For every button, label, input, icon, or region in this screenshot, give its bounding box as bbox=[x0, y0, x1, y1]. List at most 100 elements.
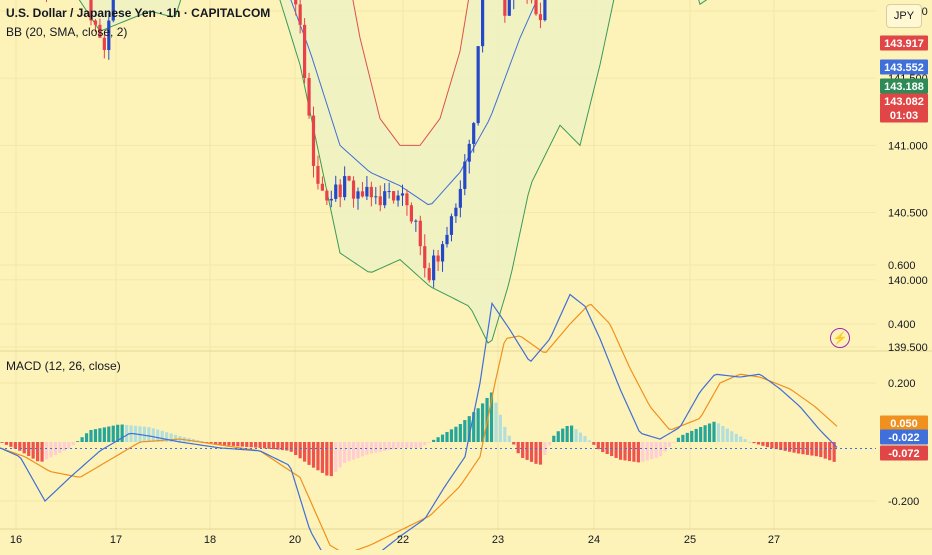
macd-histogram-bar[interactable] bbox=[445, 432, 448, 442]
macd-histogram-bar[interactable] bbox=[494, 403, 497, 442]
macd-histogram-bar[interactable] bbox=[143, 427, 146, 442]
symbol-title[interactable]: U.S. Dollar / Japanese Yen · 1h · CAPITA… bbox=[6, 6, 270, 20]
macd-histogram-bar[interactable] bbox=[828, 442, 831, 460]
macd-histogram-bar[interactable] bbox=[9, 442, 12, 447]
macd-histogram-bar[interactable] bbox=[352, 442, 355, 460]
macd-histogram-bar[interactable] bbox=[232, 442, 235, 446]
macd-histogram-bar[interactable] bbox=[641, 442, 644, 462]
candle-body[interactable] bbox=[508, 0, 511, 16]
macd-histogram-bar[interactable] bbox=[677, 438, 680, 442]
candle-body[interactable] bbox=[356, 191, 359, 198]
candle-body[interactable] bbox=[388, 191, 391, 192]
macd-histogram-bar[interactable] bbox=[441, 435, 444, 442]
macd-histogram-bar[interactable] bbox=[477, 408, 480, 442]
candle-body[interactable] bbox=[392, 191, 395, 200]
macd-histogram-bar[interactable] bbox=[672, 442, 675, 443]
macd-histogram-bar[interactable] bbox=[650, 442, 653, 459]
macd-histogram-bar[interactable] bbox=[499, 415, 502, 442]
macd-histogram-bar[interactable] bbox=[223, 442, 226, 445]
candle-body[interactable] bbox=[396, 196, 399, 201]
macd-histogram-bar[interactable] bbox=[121, 425, 124, 442]
macd-histogram-bar[interactable] bbox=[339, 442, 342, 467]
candle-body[interactable] bbox=[383, 191, 386, 205]
macd-histogram-bar[interactable] bbox=[668, 442, 671, 447]
macd-histogram-bar[interactable] bbox=[686, 433, 689, 442]
macd-histogram-bar[interactable] bbox=[58, 442, 61, 453]
macd-histogram-bar[interactable] bbox=[356, 442, 359, 458]
macd-histogram-bar[interactable] bbox=[89, 430, 92, 442]
macd-histogram-bar[interactable] bbox=[583, 436, 586, 442]
macd-histogram-bar[interactable] bbox=[227, 442, 230, 446]
macd-histogram-bar[interactable] bbox=[659, 442, 662, 456]
macd-histogram-bar[interactable] bbox=[379, 442, 382, 452]
candle-body[interactable] bbox=[307, 78, 310, 116]
candle-body[interactable] bbox=[103, 38, 106, 50]
macd-histogram-bar[interactable] bbox=[512, 442, 515, 444]
macd-histogram-bar[interactable] bbox=[708, 423, 711, 442]
macd-histogram-bar[interactable] bbox=[290, 442, 293, 452]
candle-body[interactable] bbox=[330, 199, 333, 201]
macd-histogram-bar[interactable] bbox=[67, 442, 70, 449]
macd-histogram-bar[interactable] bbox=[343, 442, 346, 463]
macd-histogram-bar[interactable] bbox=[508, 436, 511, 442]
candle-body[interactable] bbox=[401, 193, 404, 195]
macd-histogram-bar[interactable] bbox=[739, 437, 742, 442]
macd-histogram-bar[interactable] bbox=[695, 429, 698, 442]
macd-histogram-bar[interactable] bbox=[579, 433, 582, 442]
candle-body[interactable] bbox=[432, 256, 435, 281]
macd-histogram-bar[interactable] bbox=[241, 442, 244, 447]
macd-histogram-bar[interactable] bbox=[454, 427, 457, 442]
macd-histogram-bar[interactable] bbox=[548, 442, 551, 445]
macd-histogram-bar[interactable] bbox=[748, 442, 751, 443]
bb-indicator-label[interactable]: BB (20, SMA, close, 2) bbox=[6, 25, 127, 39]
macd-histogram-bar[interactable] bbox=[655, 442, 658, 458]
macd-histogram-bar[interactable] bbox=[419, 442, 422, 448]
macd-histogram-bar[interactable] bbox=[423, 442, 426, 445]
macd-histogram-bar[interactable] bbox=[107, 427, 110, 442]
macd-histogram-bar[interactable] bbox=[5, 442, 8, 445]
macd-histogram-bar[interactable] bbox=[526, 442, 529, 460]
macd-histogram-bar[interactable] bbox=[259, 442, 262, 448]
candle-body[interactable] bbox=[361, 191, 364, 196]
macd-histogram-bar[interactable] bbox=[383, 442, 386, 451]
candle-body[interactable] bbox=[312, 116, 315, 166]
candle-body[interactable] bbox=[325, 191, 328, 201]
macd-histogram-bar[interactable] bbox=[76, 441, 79, 442]
candle-body[interactable] bbox=[414, 221, 417, 222]
macd-histogram-bar[interactable] bbox=[254, 442, 257, 448]
macd-histogram-bar[interactable] bbox=[597, 442, 600, 449]
macd-histogram-bar[interactable] bbox=[530, 442, 533, 462]
bb-upper-line[interactable] bbox=[0, 0, 836, 145]
candle-body[interactable] bbox=[321, 184, 324, 191]
macd-histogram-bar[interactable] bbox=[766, 442, 769, 447]
macd-histogram-bar[interactable] bbox=[94, 429, 97, 442]
macd-histogram-bar[interactable] bbox=[0, 442, 3, 443]
macd-histogram-bar[interactable] bbox=[646, 442, 649, 461]
candle-body[interactable] bbox=[481, 0, 484, 46]
macd-histogram-bar[interactable] bbox=[717, 423, 720, 442]
macd-histogram-bar[interactable] bbox=[570, 426, 573, 442]
macd-histogram-bar[interactable] bbox=[521, 442, 524, 458]
macd-histogram-bar[interactable] bbox=[793, 442, 796, 453]
macd-histogram-bar[interactable] bbox=[610, 442, 613, 456]
macd-histogram-bar[interactable] bbox=[63, 442, 66, 451]
macd-histogram-bar[interactable] bbox=[23, 442, 26, 453]
macd-histogram-bar[interactable] bbox=[14, 442, 17, 449]
macd-line[interactable] bbox=[0, 295, 837, 551]
candle-body[interactable] bbox=[405, 193, 408, 205]
macd-histogram-bar[interactable] bbox=[361, 442, 364, 456]
macd-histogram-bar[interactable] bbox=[250, 442, 253, 447]
macd-histogram-bar[interactable] bbox=[299, 442, 302, 458]
candle-body[interactable] bbox=[352, 181, 355, 199]
macd-histogram-bar[interactable] bbox=[325, 442, 328, 476]
candle-body[interactable] bbox=[334, 185, 337, 199]
candle-body[interactable] bbox=[428, 268, 431, 280]
macd-histogram-bar[interactable] bbox=[147, 427, 150, 442]
macd-histogram-bar[interactable] bbox=[797, 442, 800, 454]
macd-histogram-bar[interactable] bbox=[459, 424, 462, 442]
macd-histogram-bar[interactable] bbox=[45, 442, 48, 459]
macd-histogram-bar[interactable] bbox=[396, 442, 399, 448]
macd-histogram-bar[interactable] bbox=[566, 426, 569, 442]
macd-histogram-bar[interactable] bbox=[40, 442, 43, 462]
macd-histogram-bar[interactable] bbox=[392, 442, 395, 449]
